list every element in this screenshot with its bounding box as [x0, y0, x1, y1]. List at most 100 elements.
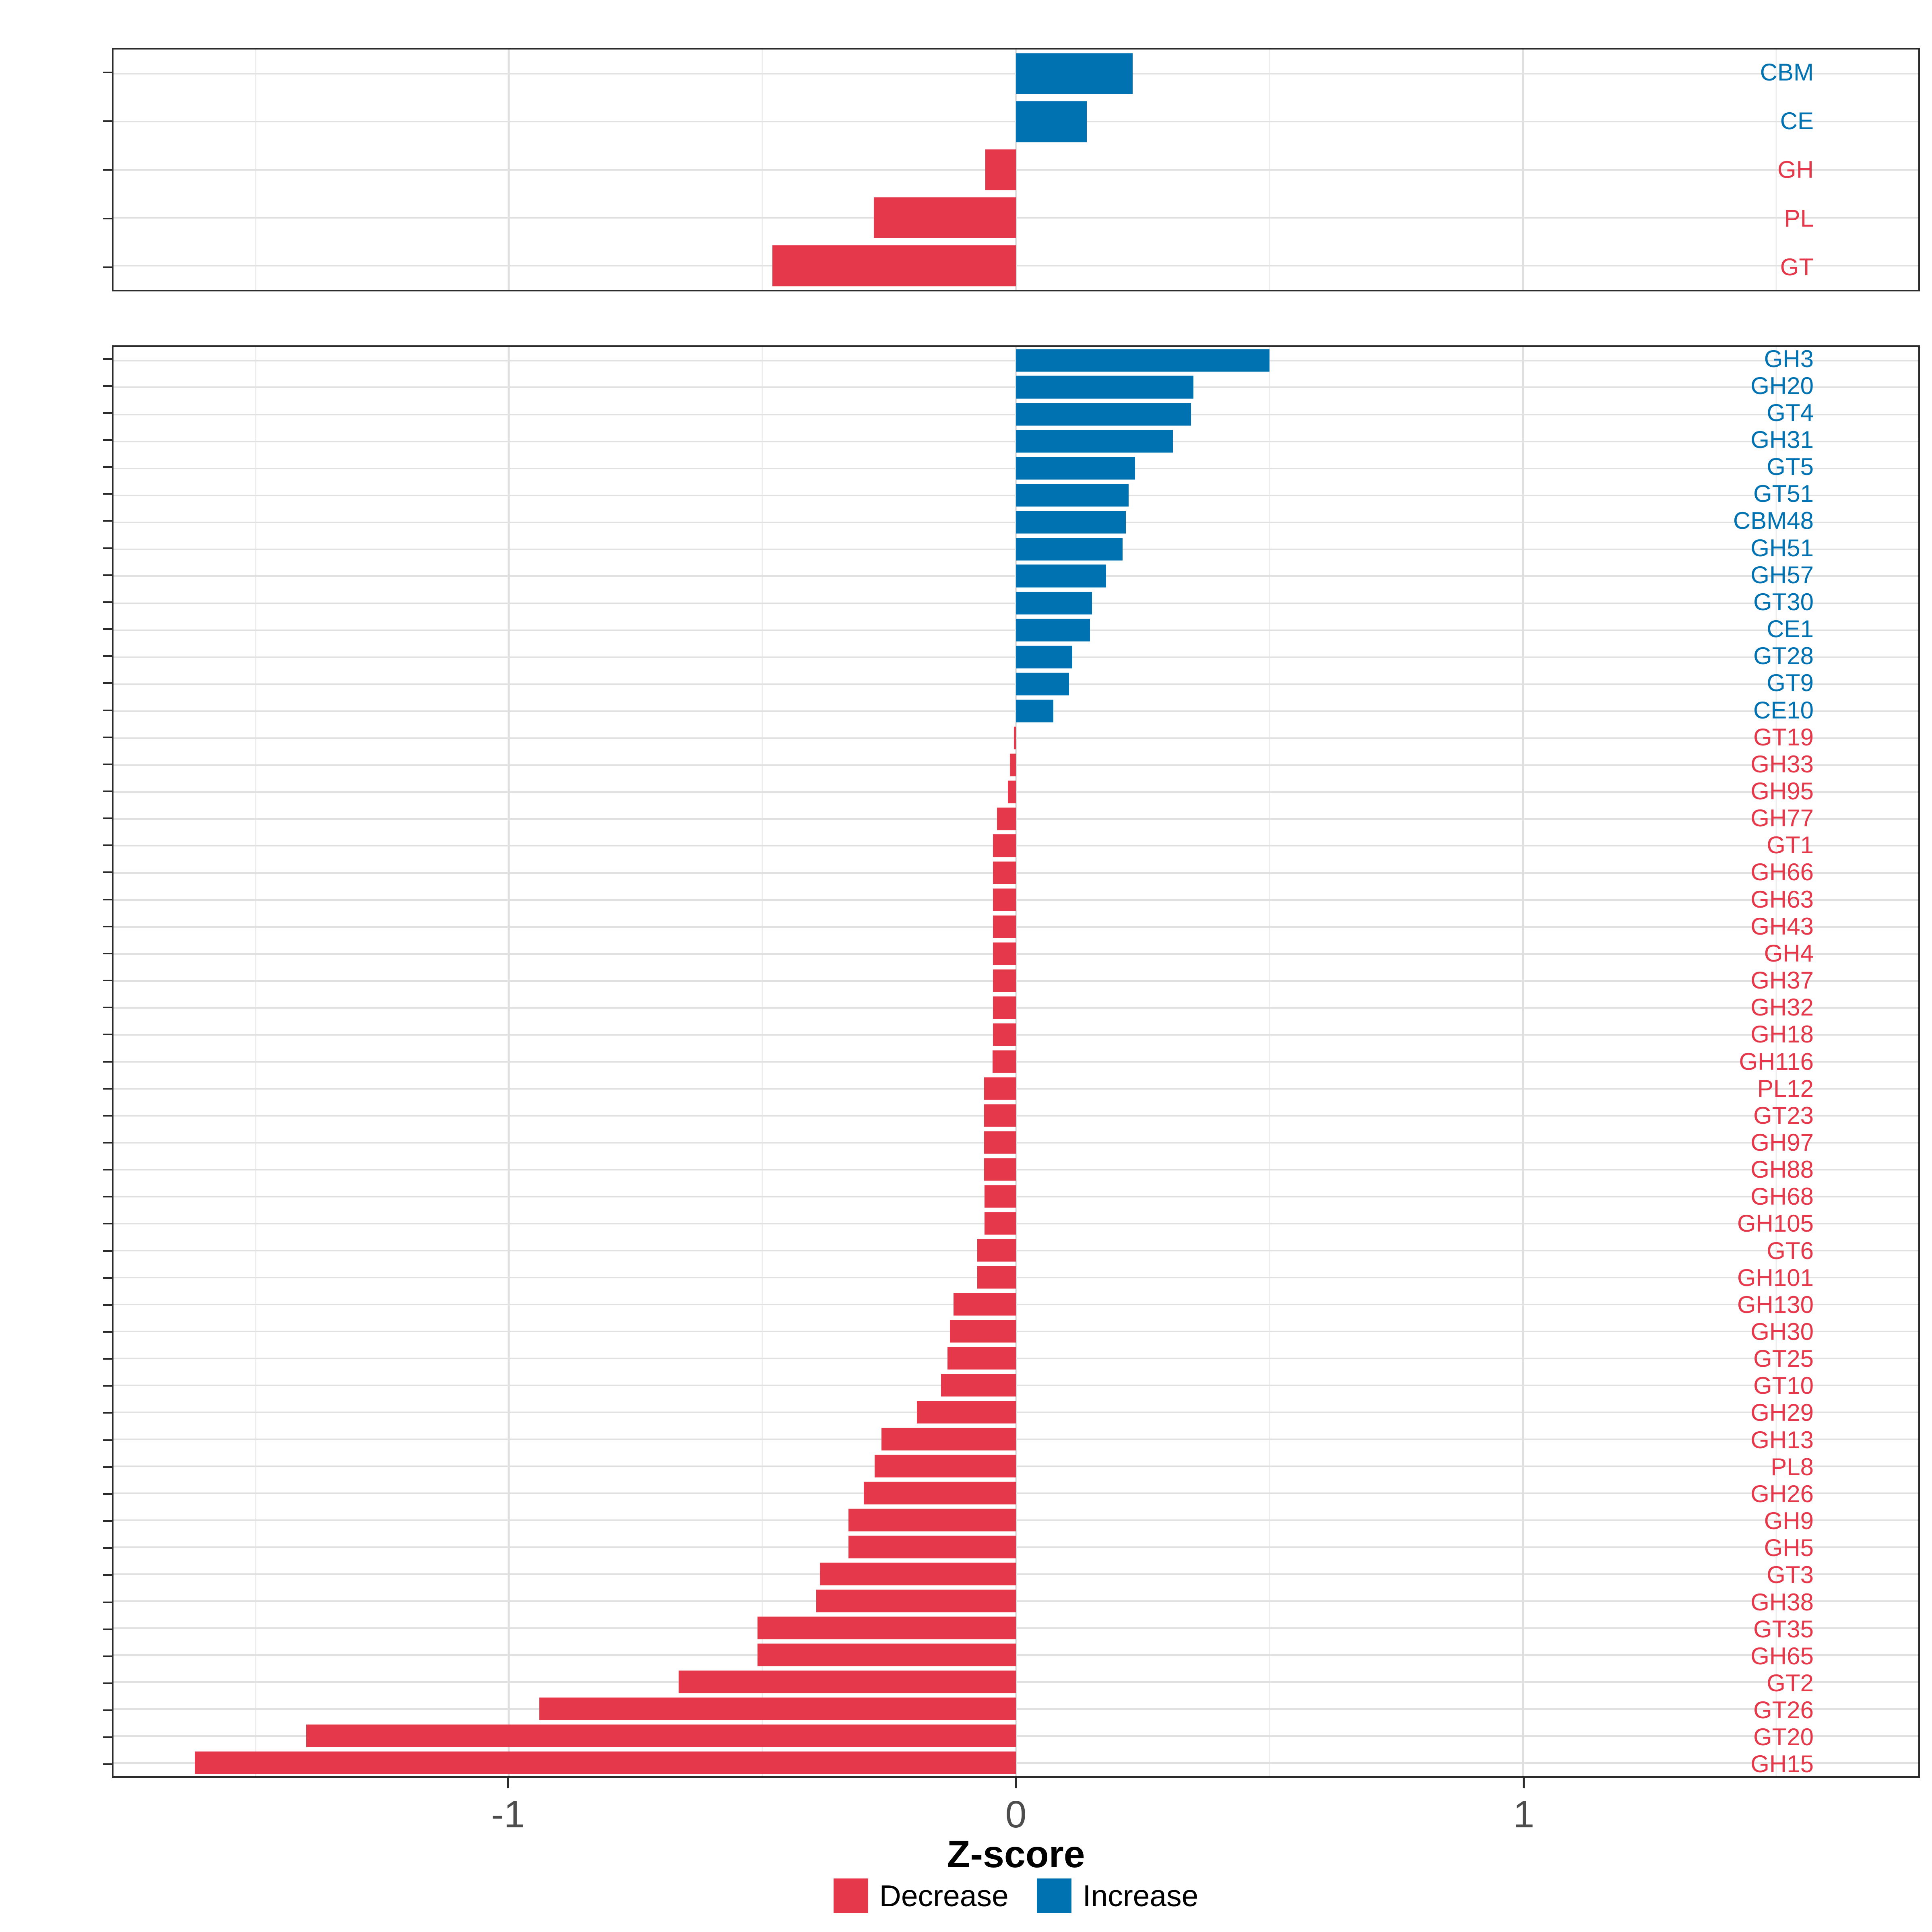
row-gridline: [114, 980, 1918, 982]
bar-gt1: [993, 834, 1016, 857]
x-tick-label--1: -1: [491, 1793, 525, 1836]
y-tick-mark: [103, 385, 112, 387]
y-tick-mark: [103, 601, 112, 603]
y-tick-mark: [103, 520, 112, 522]
category-label-gt3: GT3: [1767, 1561, 1814, 1589]
bar-gh88: [984, 1158, 1016, 1181]
y-tick-mark: [103, 952, 112, 954]
bar-gt28: [1016, 646, 1072, 669]
y-tick-mark: [103, 980, 112, 982]
category-label-ce1: CE1: [1767, 615, 1814, 643]
y-tick-mark: [103, 628, 112, 630]
y-tick-mark: [103, 358, 112, 360]
bar-gt2: [679, 1670, 1016, 1693]
y-tick-mark: [103, 266, 112, 268]
x-tick-mark: [1015, 1778, 1017, 1788]
category-label-gh88: GH88: [1750, 1156, 1814, 1183]
legend-swatch-increase: [1036, 1878, 1071, 1913]
category-label-gt51: GT51: [1753, 480, 1814, 508]
bar-gt5: [1016, 457, 1135, 480]
bar-gh3: [1016, 349, 1269, 372]
category-label-gh65: GH65: [1750, 1642, 1814, 1670]
y-tick-mark: [103, 1655, 112, 1657]
row-gridline: [114, 764, 1918, 766]
category-label-gh77: GH77: [1750, 805, 1814, 832]
y-tick-mark: [103, 1169, 112, 1171]
y-tick-mark: [103, 1574, 112, 1576]
category-label-gt2: GT2: [1767, 1669, 1814, 1697]
legend-label-decrease: Decrease: [879, 1878, 1009, 1913]
x-tick-mark: [507, 1778, 509, 1788]
bar-gh68: [984, 1185, 1016, 1208]
row-gridline: [114, 1411, 1918, 1413]
y-tick-mark: [103, 1736, 112, 1738]
row-gridline: [114, 791, 1918, 793]
category-label-gh105: GH105: [1737, 1210, 1814, 1237]
y-tick-mark: [103, 682, 112, 684]
row-gridline: [114, 1195, 1918, 1197]
row-gridline: [114, 1600, 1918, 1602]
category-label-gt26: GT26: [1753, 1697, 1814, 1724]
plot-area-classes: [112, 48, 1920, 291]
bar-gh31: [1016, 430, 1173, 453]
legend-swatch-decrease: [833, 1878, 868, 1913]
category-label-gh26: GH26: [1750, 1480, 1814, 1507]
legend-item-decrease: Decrease: [833, 1878, 1009, 1913]
row-gridline: [114, 845, 1918, 847]
category-label-gh57: GH57: [1750, 561, 1814, 588]
category-label-gh97: GH97: [1750, 1129, 1814, 1156]
y-tick-mark: [103, 790, 112, 792]
category-label-gh43: GH43: [1750, 912, 1814, 940]
row-gridline: [114, 926, 1918, 928]
bar-gh37: [993, 969, 1016, 992]
y-tick-mark: [103, 1547, 112, 1549]
y-tick-mark: [103, 1034, 112, 1036]
category-label-gh130: GH130: [1737, 1291, 1814, 1318]
row-gridline: [114, 1357, 1918, 1359]
y-tick-mark: [103, 763, 112, 765]
bar-gh63: [993, 888, 1016, 911]
y-tick-mark: [103, 871, 112, 873]
category-label-gh63: GH63: [1750, 886, 1814, 913]
category-label-gh9: GH9: [1764, 1507, 1814, 1535]
y-tick-mark: [103, 1223, 112, 1225]
y-tick-mark: [103, 574, 112, 576]
y-tick-mark: [103, 1682, 112, 1684]
category-label-gt30: GT30: [1753, 588, 1814, 615]
bar-cbm: [1016, 53, 1133, 94]
y-tick-mark: [103, 1763, 112, 1765]
bar-gh: [985, 149, 1016, 190]
bar-gh116: [993, 1050, 1016, 1073]
bar-gt4: [1016, 403, 1191, 426]
row-gridline: [114, 1519, 1918, 1521]
bar-gt10: [941, 1374, 1016, 1397]
category-label-gh68: GH68: [1750, 1183, 1814, 1210]
y-tick-mark: [103, 1007, 112, 1009]
category-label-gh101: GH101: [1737, 1264, 1814, 1291]
y-tick-mark: [103, 1466, 112, 1468]
bar-gh30: [950, 1320, 1016, 1343]
bar-gh38: [816, 1589, 1016, 1612]
y-tick-mark: [103, 1304, 112, 1306]
category-label-cbm: CBM: [1760, 58, 1814, 86]
category-label-gh13: GH13: [1750, 1426, 1814, 1453]
category-label-gh37: GH37: [1750, 967, 1814, 994]
bar-gh13: [881, 1428, 1016, 1451]
category-label-gh32: GH32: [1750, 994, 1814, 1021]
category-label-pl8: PL8: [1771, 1453, 1814, 1480]
bar-gh77: [997, 807, 1016, 830]
x-axis-title: Z-score: [947, 1833, 1085, 1876]
bar-gh105: [984, 1212, 1016, 1235]
category-label-gt20: GT20: [1753, 1724, 1814, 1751]
category-label-gh3: GH3: [1764, 345, 1814, 372]
bar-gh33: [1009, 753, 1016, 776]
row-gridline: [114, 1654, 1918, 1656]
panel-cazyme-families: GH3 GH20 GT4 GH31 GT5 GT51 CBM48 GH51 GH57 GT30 CE…: [0, 345, 1932, 1778]
bar-gh65: [757, 1643, 1016, 1666]
bar-gt19: [1013, 727, 1016, 749]
bar-ce1: [1016, 619, 1090, 642]
x-tick-label-0: 0: [1005, 1793, 1027, 1836]
y-tick-mark: [103, 655, 112, 657]
bar-gh18: [993, 1023, 1016, 1046]
